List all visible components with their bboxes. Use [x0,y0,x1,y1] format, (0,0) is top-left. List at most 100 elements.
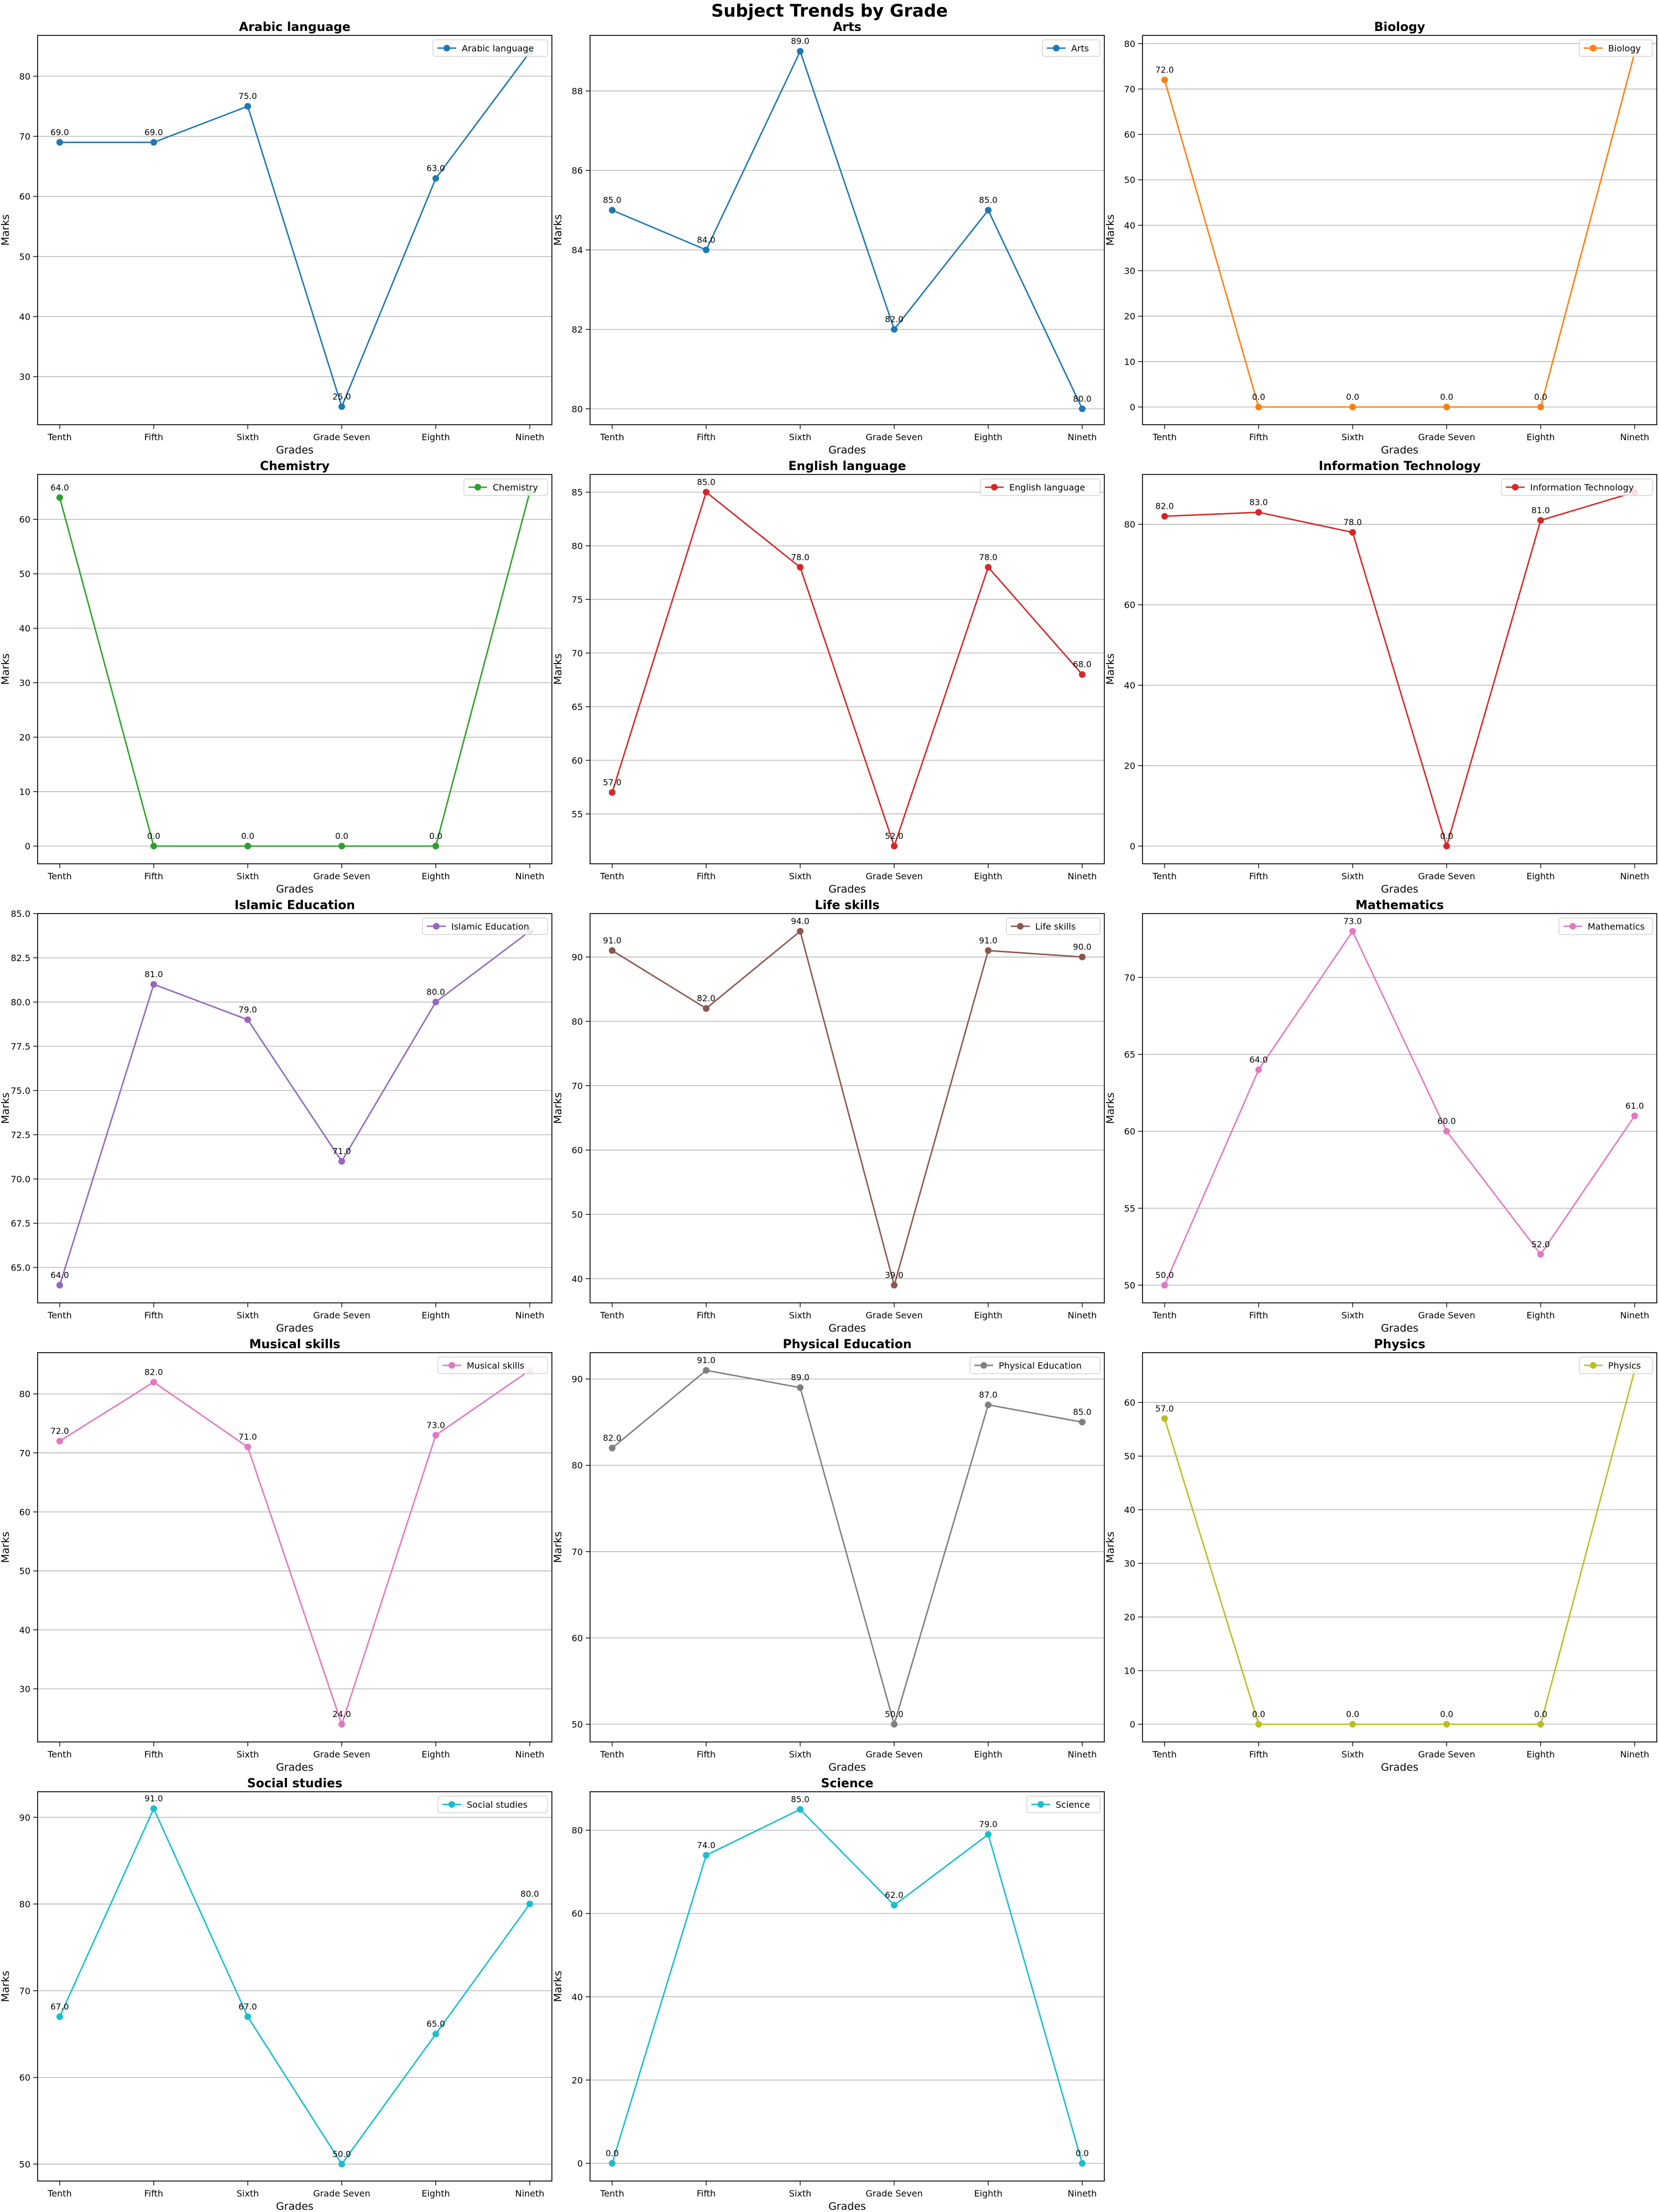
x-tick-label: Nineth [515,1310,545,1321]
y-tick-label: 60 [19,2073,30,2083]
series-line [1164,1370,1636,1725]
subplot-title: Arabic language [239,20,351,34]
data-point [609,207,615,214]
x-tick-label: Grade Seven [1418,871,1475,881]
y-tick-label: 50 [1124,1280,1135,1291]
data-point [1443,1128,1450,1135]
data-label: 72.0 [50,1426,69,1436]
y-tick-label: 20 [1124,311,1135,322]
x-tick-label: Eighth [1526,871,1554,881]
data-label: 87.0 [979,1390,997,1400]
data-label: 94.0 [791,916,809,926]
axes-frame [37,913,552,1303]
data-point [56,2013,63,2020]
x-tick-label: Sixth [237,2188,259,2199]
x-axis-label: Grades [828,1322,866,1334]
y-tick-label: 90 [572,952,583,963]
x-tick-label: Fifth [697,1749,716,1760]
legend-label: Life skills [1035,921,1076,932]
x-tick-label: Tenth [47,432,71,442]
data-label: 91.0 [603,936,621,946]
y-tick-label: 80 [19,71,30,82]
data-label: 73.0 [1343,916,1361,926]
y-tick-label: 60 [1124,1397,1135,1408]
x-axis-label: Grades [1381,883,1418,895]
data-label: 78.0 [1343,518,1361,528]
subplot: 0 20 40 60 80 Tenth Fifth Sixth Grade Seven Eight… [552,1777,1105,2212]
legend-marker [1590,45,1597,51]
legend-marker [1053,45,1060,51]
y-tick-label: 40 [572,1274,583,1284]
legend-label: Information Technology [1530,482,1634,493]
data-label: 79.0 [979,1819,997,1829]
data-label: 71.0 [238,1432,257,1442]
x-tick-label: Grade Seven [1418,1310,1475,1321]
x-tick-label: Grade Seven [865,432,922,442]
data-label: 0.0 [241,831,254,841]
x-tick-label: Grade Seven [313,1749,370,1760]
y-tick-label: 84 [572,245,583,255]
x-tick-label: Fifth [144,2188,163,2199]
data-label: 0.0 [1534,1709,1547,1719]
data-label: 62.0 [885,1890,903,1900]
subplot-title: English language [789,460,906,473]
data-point [1537,517,1544,524]
x-tick-label: Eighth [421,432,450,442]
x-tick-label: Tenth [47,2188,71,2199]
data-point [891,1282,898,1288]
x-tick-label: Fifth [697,1310,716,1321]
y-tick-label: 30 [1124,1558,1135,1569]
data-label: 39.0 [885,1270,903,1280]
y-axis-label: Marks [552,1532,564,1563]
y-axis-label: Marks [552,1971,564,2002]
y-tick-label: 50 [19,252,30,262]
data-point [1255,509,1262,516]
y-tick-label: 80 [1124,519,1135,530]
y-tick-label: 70 [572,1547,583,1557]
data-point [1443,403,1450,410]
y-tick-label: 60 [572,755,583,766]
x-axis-label: Grades [276,1761,314,1773]
data-point [338,1721,345,1728]
subplot: 0 10 20 30 40 50 60 70 80 Tenth Fifth Sixth Grade Se… [1104,20,1657,456]
x-tick-label: Fifth [1249,1749,1268,1760]
subplot-title: Chemistry [260,460,330,473]
data-point [244,1016,251,1023]
legend-label: Chemistry [493,482,538,493]
legend-box [1026,1796,1100,1813]
y-tick-label: 40 [19,623,30,634]
legend-label: Mathematics [1588,921,1645,932]
series-line [612,49,1083,409]
data-point [703,1367,709,1374]
data-point [338,1158,345,1165]
data-label: 90.0 [1073,942,1091,952]
data-point [1255,403,1262,410]
data-label: 69.0 [50,127,69,137]
legend-box [1579,39,1653,57]
subplot-title: Science [821,1777,874,1791]
axes-frame [589,35,1105,425]
subplot: 50 55 60 65 70 Tenth Fifth Sixth Grade Seven Eigh… [1104,899,1657,1334]
x-tick-label: Grade Seven [865,871,922,881]
data-point [56,494,63,501]
series-line [59,1807,531,2166]
y-tick-label: 50 [572,1719,583,1730]
x-tick-label: Eighth [421,2188,450,2199]
data-label: 91.0 [144,1794,163,1804]
y-axis-label: Marks [552,1093,564,1124]
data-label: 67.0 [50,2002,69,2012]
y-tick-label: 60 [19,191,30,202]
y-tick-label: 30 [1124,266,1135,276]
x-tick-label: Sixth [789,1749,811,1760]
y-tick-label: 0 [1130,841,1135,852]
x-tick-label: Fifth [144,432,163,442]
x-tick-label: Nineth [1620,1310,1650,1321]
x-tick-label: Sixth [237,1310,259,1321]
data-label: 57.0 [603,778,621,787]
y-tick-label: 75 [572,594,583,605]
legend-label: Social studies [467,1799,528,1810]
series-line [612,930,1083,1288]
series-line [612,1369,1083,1727]
subplot: 0 20 40 60 80 Tenth Fifth Sixth Grade Seven Eight… [1104,460,1657,895]
x-axis-label: Grades [276,883,314,895]
